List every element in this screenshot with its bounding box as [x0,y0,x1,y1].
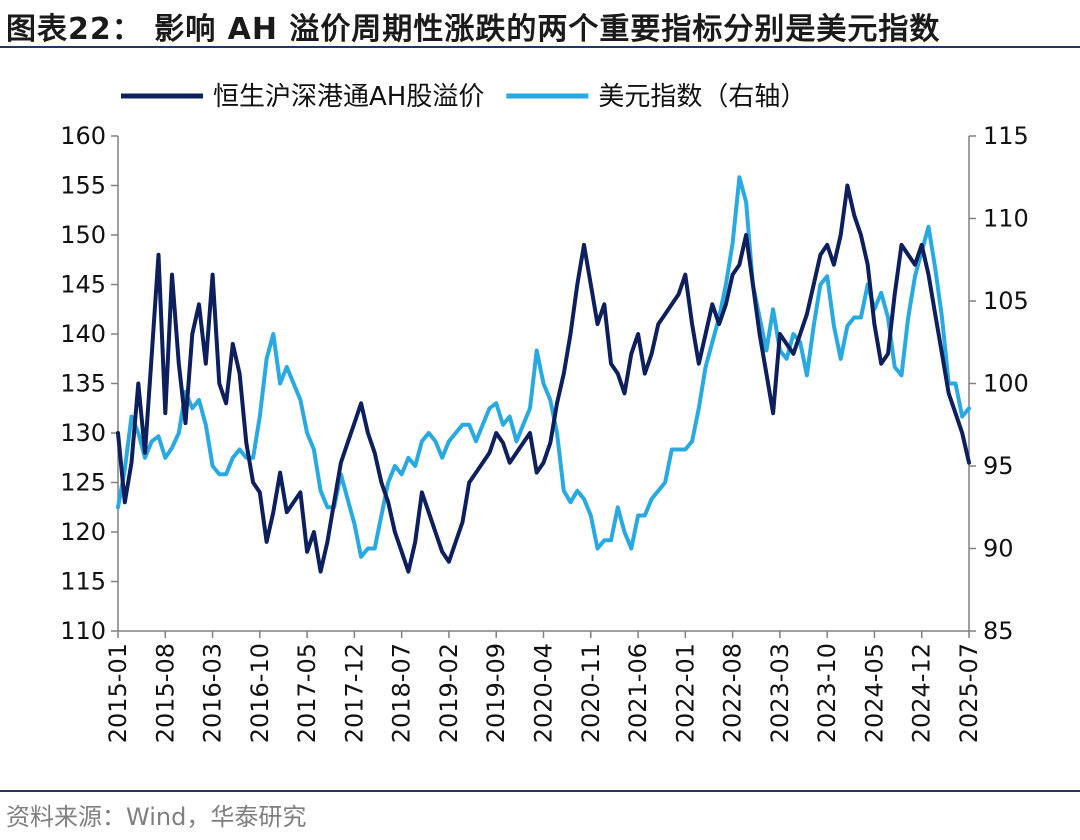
x-tick-label: 2017-12 [340,643,368,743]
chart-legend: 恒生沪深港通AH股溢价 美元指数（右轴） [121,82,806,112]
x-tick-label: 2023-10 [813,643,841,743]
x-tick-label: 2019-02 [435,643,463,743]
left-y-tick-label: 140 [60,320,106,348]
x-tick-label: 2020-04 [530,643,558,743]
ah-premium-line [116,183,971,574]
left-y-tick-label: 130 [60,419,106,447]
dual-axis-line-chart: 恒生沪深港通AH股溢价 美元指数（右轴） 110 115 120 125 130 135 14… [60,82,1029,743]
chart-series [116,175,971,574]
left-y-tick-label: 135 [60,370,106,398]
x-tick-label: 2018-07 [388,643,416,743]
right-y-tick-label: 110 [983,205,1029,233]
title-bar: 图表22： 影响 AH 溢价周期性涨跌的两个重要指标分别是美元指数 [0,0,1080,48]
left-y-tick-label: 110 [60,617,106,645]
right-y-tick-label: 115 [983,122,1029,150]
left-y-tick-label: 125 [60,469,106,497]
footer-divider [0,790,1080,792]
x-tick-label: 2024-12 [908,643,936,743]
legend-label-ah-premium: 恒生沪深港通AH股溢价 [213,82,484,112]
x-tick-label: 2022-01 [671,643,699,743]
source-note: 资料来源：Wind，华泰研究 [6,803,307,831]
x-tick-label: 2025-07 [955,643,983,743]
x-tick-label: 2016-03 [199,643,227,743]
chart-axes: 110 115 120 125 130 135 140 145 150 155 160 85 90 95 1… [60,122,1029,743]
x-tick-label: 2024-05 [860,643,888,743]
x-tick-label: 2016-10 [246,643,274,743]
title-divider [0,46,1080,48]
left-y-tick-label: 120 [60,518,106,546]
left-y-tick-label: 150 [60,221,106,249]
x-tick-label: 2021-06 [624,643,652,743]
left-y-tick-label: 115 [60,568,106,596]
x-tick-label: 2017-05 [293,643,321,743]
usd-index-line [116,175,971,559]
legend-label-usd-index: 美元指数（右轴） [598,82,806,112]
x-tick-label: 2020-11 [577,643,605,743]
left-y-tick-label: 155 [60,172,106,200]
figure-title: 图表22： 影响 AH 溢价周期性涨跌的两个重要指标分别是美元指数 [6,12,941,47]
x-tick-label: 2023-03 [766,643,794,743]
right-y-tick-label: 90 [983,535,1014,563]
left-y-tick-label: 160 [60,122,106,150]
left-y-tick-label: 145 [60,271,106,299]
x-tick-label: 2022-08 [719,643,747,743]
x-tick-label: 2015-01 [104,643,132,743]
right-y-tick-label: 85 [983,617,1014,645]
right-y-tick-label: 100 [983,370,1029,398]
right-y-tick-label: 95 [983,452,1014,480]
right-y-tick-label: 105 [983,287,1029,315]
x-tick-label: 2015-08 [151,643,179,743]
x-tick-label: 2019-09 [482,643,510,743]
